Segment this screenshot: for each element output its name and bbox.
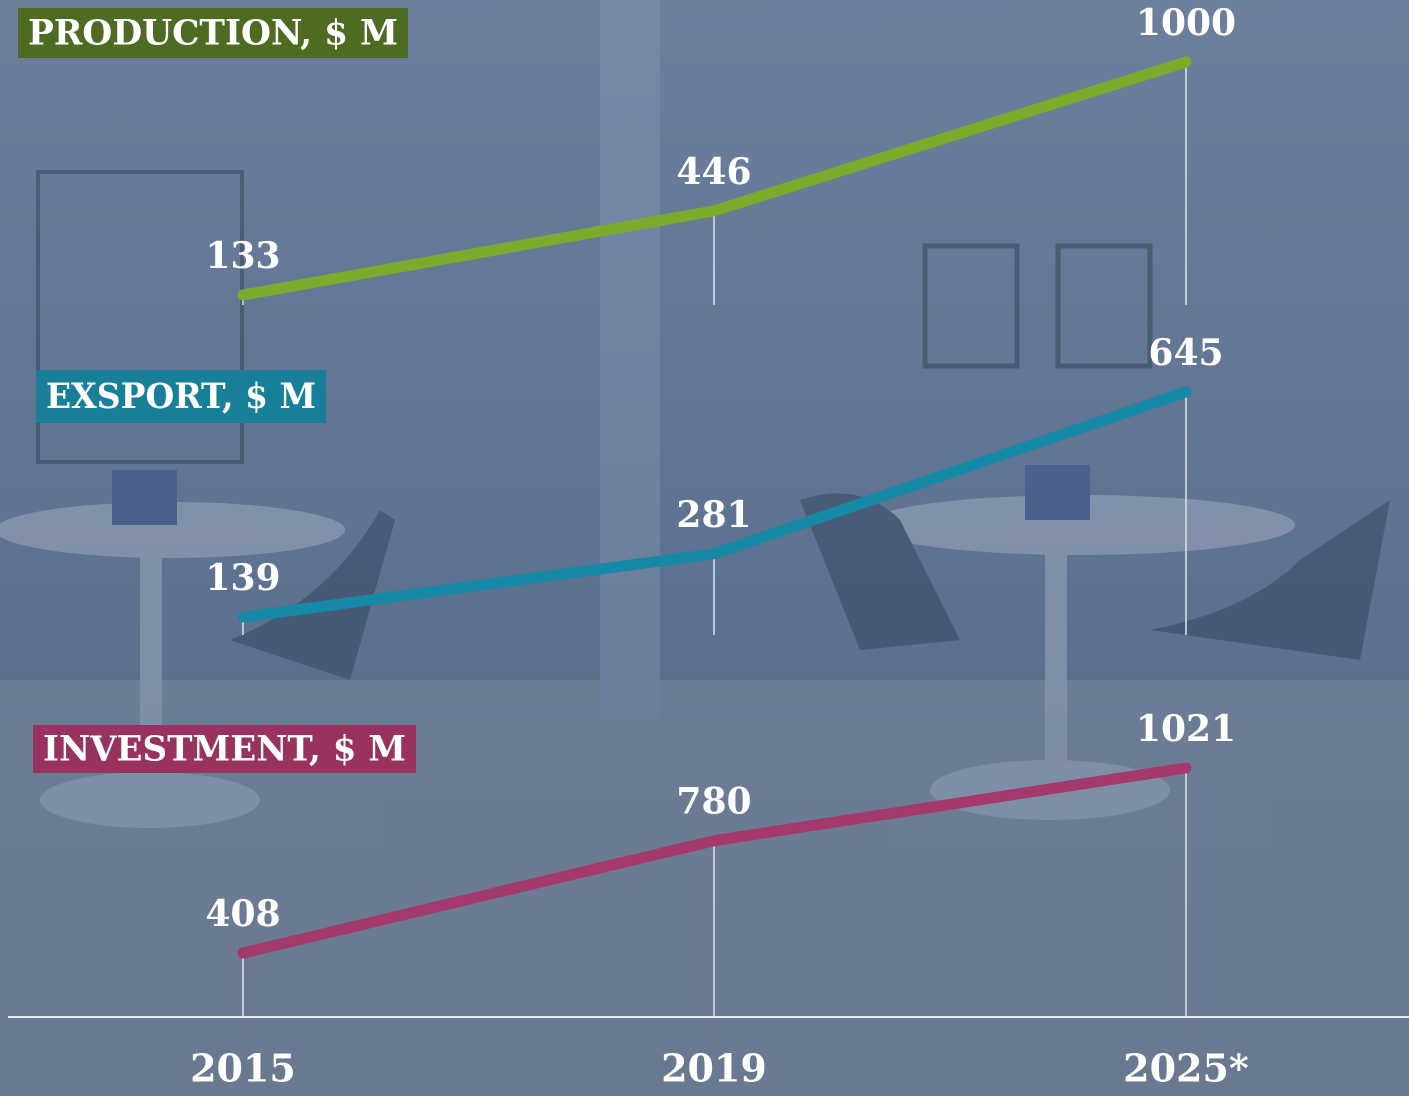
data-label: 408 [205,893,280,935]
legend-label: INVESTMENT, $ M [43,729,406,770]
legend-label: EXSPORT, $ M [46,376,316,417]
data-label: 446 [676,151,751,193]
data-label: 133 [205,235,280,277]
chart: 2015 2019 2025* 133 446 1000 PRODUCTION, $ M 13… [0,0,1409,1096]
data-label: 281 [676,494,751,536]
data-label: 139 [205,557,280,599]
x-tick-label: 2025* [1123,1046,1249,1091]
legend-label: PRODUCTION, $ M [28,13,398,54]
page: 2015 2019 2025* 133 446 1000 PRODUCTION, $ M 13… [0,0,1409,1096]
data-label: 780 [676,781,751,823]
x-tick-label: 2015 [190,1046,296,1091]
data-label: 1021 [1136,708,1236,750]
x-tick-label: 2019 [661,1046,767,1091]
data-label: 645 [1148,332,1223,374]
data-label: 1000 [1136,2,1236,44]
